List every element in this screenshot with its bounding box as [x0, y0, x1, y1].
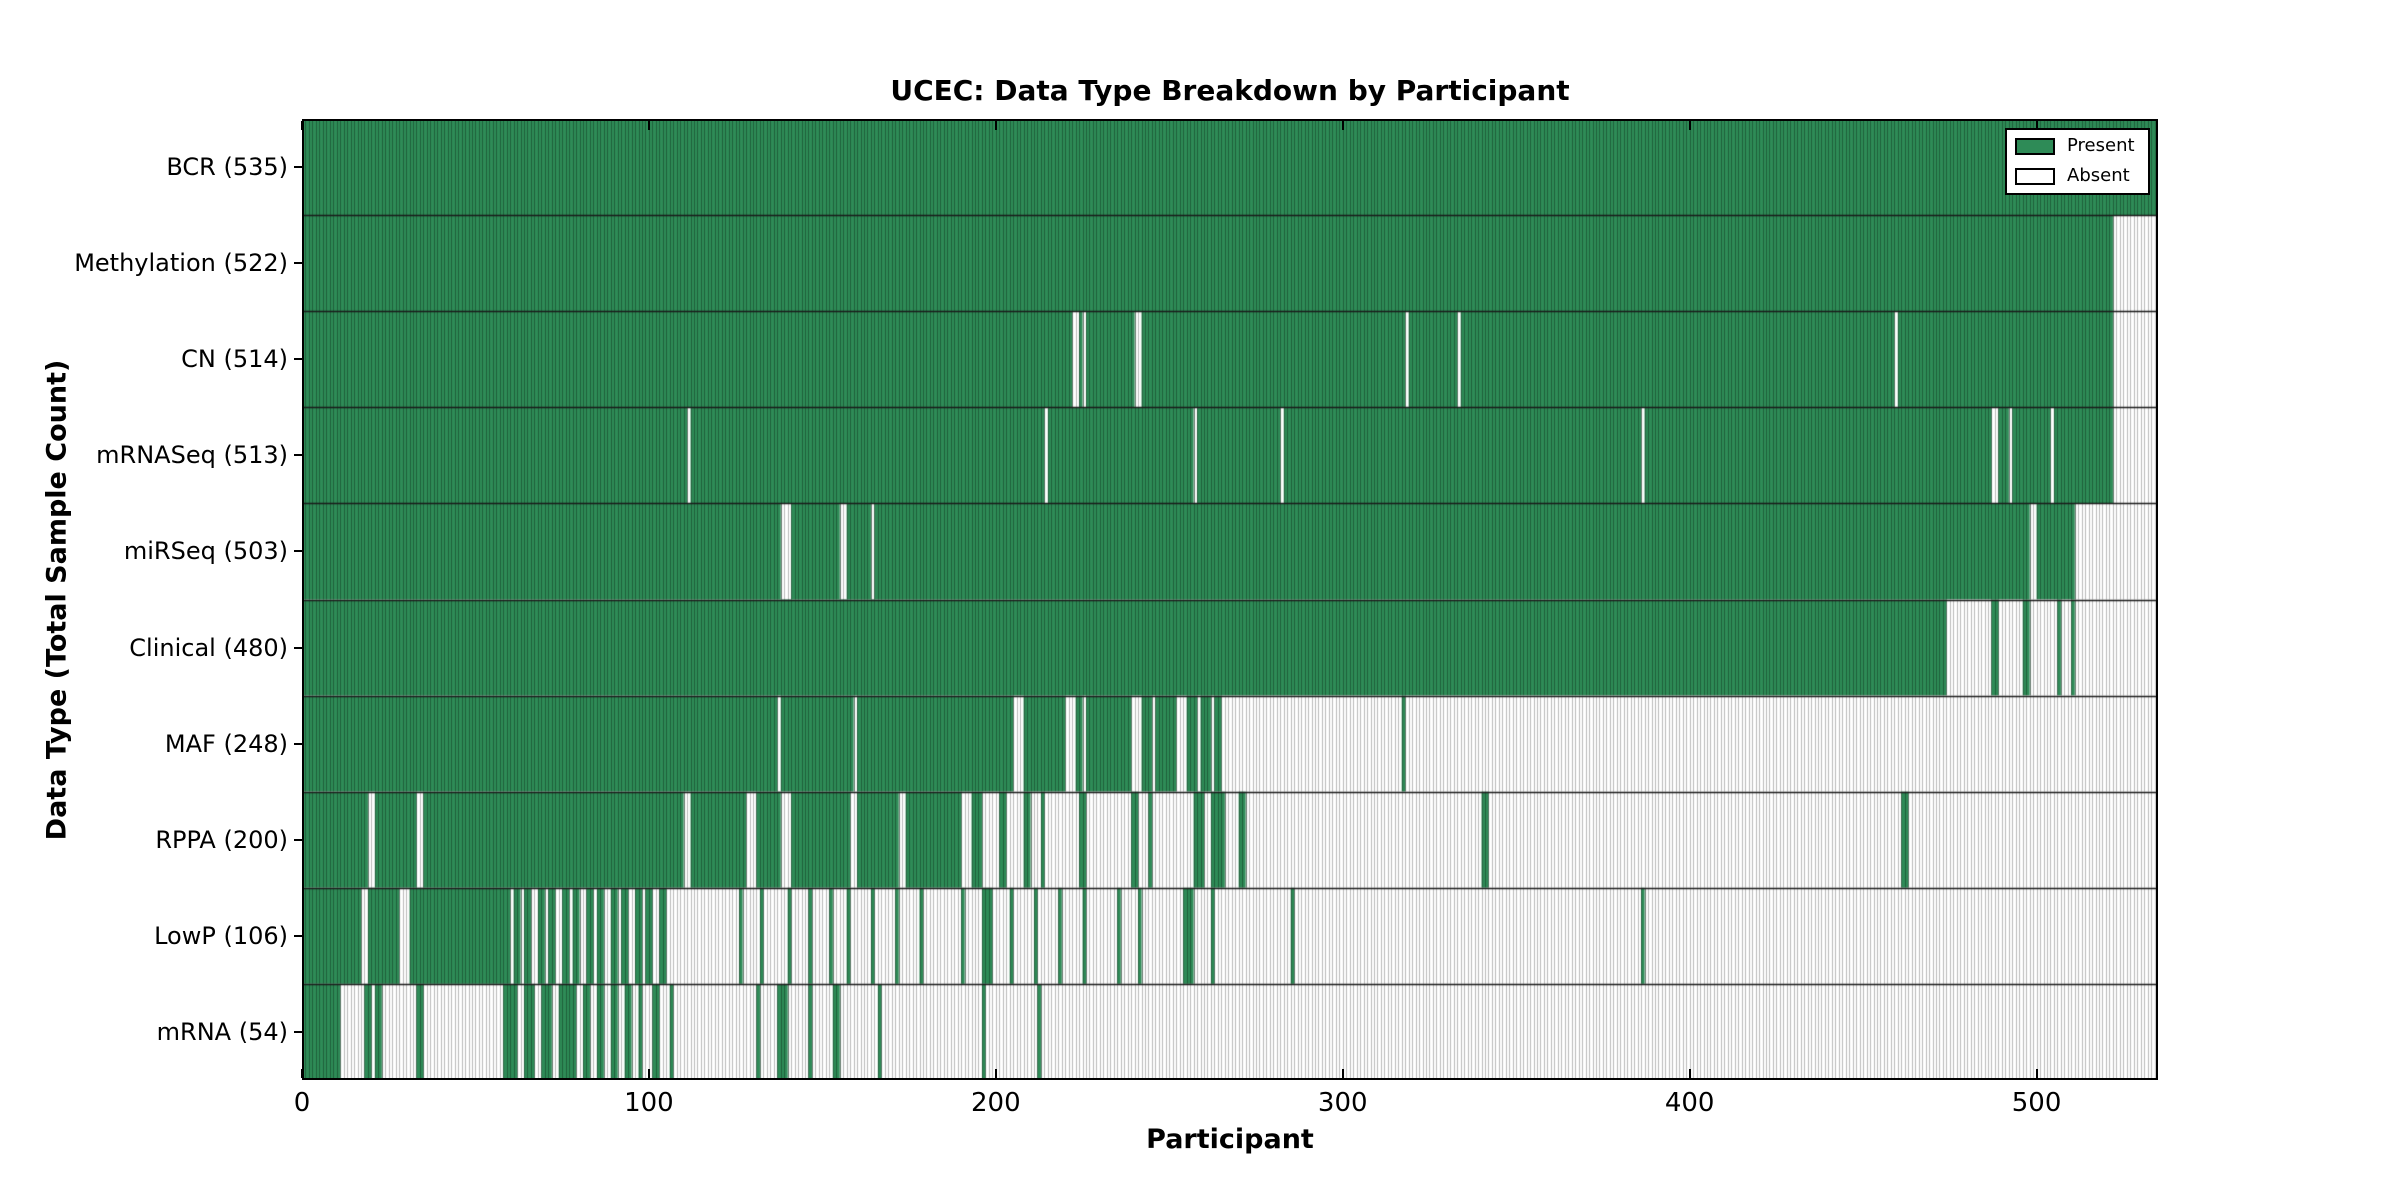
legend-entry-present: Present: [2015, 132, 2148, 160]
y-tick-mark: [294, 646, 302, 649]
y-tick-mark: [294, 742, 302, 745]
y-tick-label: Methylation (522): [74, 249, 288, 278]
x-tick-label: 100: [624, 1088, 674, 1118]
present-swatch: [2015, 137, 2055, 155]
x-tick-label: 300: [1317, 1088, 1368, 1118]
x-tick-mark: [647, 1069, 650, 1078]
legend-entry-absent: Absent: [2015, 162, 2148, 190]
x-tick-label: 200: [971, 1088, 1021, 1118]
presence-matrix-plot: [302, 119, 2158, 1080]
y-tick-label: CN (514): [181, 345, 288, 374]
y-tick-label: mRNA (54): [156, 1017, 288, 1046]
y-tick-label: LowP (106): [154, 921, 288, 950]
y-tick-mark: [294, 934, 302, 937]
y-axis-label: Data Type (Total Sample Count): [41, 359, 73, 841]
x-tick-mark: [1341, 1069, 1344, 1078]
x-tick-mark: [2035, 121, 2038, 130]
y-tick-label: mRNASeq (513): [96, 441, 288, 470]
x-axis-label: Participant: [1146, 1124, 1314, 1155]
y-tick-mark: [294, 358, 302, 361]
x-tick-mark: [2035, 1069, 2038, 1078]
y-tick-label: Clinical (480): [129, 633, 288, 662]
x-tick-label: 500: [2011, 1088, 2062, 1118]
x-tick-mark: [994, 1069, 997, 1078]
legend-label-present: Present: [2067, 135, 2135, 156]
y-tick-mark: [294, 166, 302, 169]
x-tick-mark: [1688, 121, 1691, 130]
legend-label-absent: Absent: [2067, 165, 2130, 186]
y-tick-mark: [294, 1030, 302, 1033]
x-tick-mark: [994, 121, 997, 130]
x-tick-label: 0: [293, 1088, 311, 1118]
legend: Present Absent: [2005, 128, 2150, 195]
y-tick-label: RPPA (200): [155, 825, 288, 854]
y-tick-label: miRSeq (503): [123, 537, 288, 566]
y-tick-mark: [294, 454, 302, 457]
y-tick-mark: [294, 838, 302, 841]
chart-title: UCEC: Data Type Breakdown by Participant: [890, 74, 1570, 107]
y-tick-label: MAF (248): [164, 729, 288, 758]
y-tick-label: BCR (535): [166, 153, 288, 182]
x-tick-label: 400: [1664, 1088, 1715, 1118]
absent-swatch: [2015, 167, 2055, 185]
x-tick-mark: [1688, 1069, 1691, 1078]
x-tick-mark: [301, 1069, 303, 1078]
y-tick-mark: [294, 550, 302, 553]
x-tick-mark: [1341, 121, 1344, 130]
y-tick-mark: [294, 262, 302, 265]
x-tick-mark: [647, 121, 650, 130]
x-tick-mark: [301, 121, 303, 130]
